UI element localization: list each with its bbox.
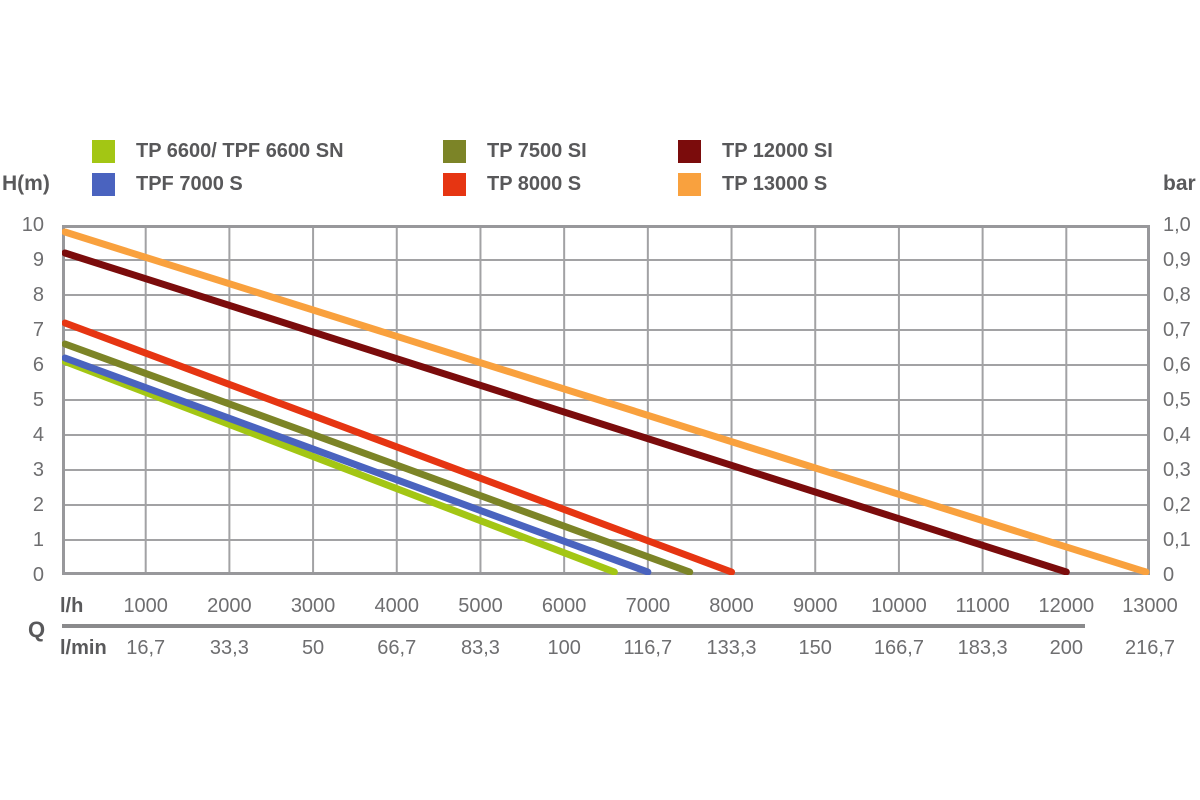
legend-item: TP 13000 S (678, 173, 827, 196)
legend-item: TP 12000 SI (678, 140, 833, 163)
legend-swatch-icon (678, 173, 701, 196)
x-tick-lh: 9000 (792, 595, 838, 617)
y-left-tick: 1 (32, 529, 44, 551)
y-left-tick: 7 (32, 319, 44, 341)
legend-label: TP 6600/ TPF 6600 SN (136, 140, 344, 162)
x-tick-lmin: 50 (301, 637, 325, 659)
y-left-tick: 8 (32, 284, 44, 306)
x-tick-lh: 12000 (1038, 595, 1095, 617)
x-tick-lmin: 150 (798, 637, 832, 659)
legend-swatch-icon (443, 140, 466, 163)
y-right-tick: 0,5 (1163, 389, 1191, 411)
y-right-tick: 0,9 (1163, 249, 1191, 271)
x-tick-lmin: 33,3 (209, 637, 249, 659)
x-tick-lh: 8000 (709, 595, 754, 617)
y-right-tick: 1,0 (1163, 214, 1191, 236)
legend-item: TPF 7000 S (92, 173, 243, 196)
x-tick-lh: 11000 (955, 595, 1010, 617)
x-tick-lh: 4000 (374, 595, 420, 617)
legend-item: TP 7500 SI (443, 140, 587, 163)
q-axis-line (62, 624, 1085, 628)
y-right-tick: 0,2 (1163, 494, 1191, 516)
x-tick-lh: 7000 (625, 595, 671, 617)
x-tick-lh: 13000 (1122, 595, 1178, 617)
x-tick-lh: 3000 (290, 595, 336, 617)
y-left-tick: 4 (32, 424, 44, 446)
y-left-tick: 5 (32, 389, 44, 411)
y-right-axis-label: bar (1163, 172, 1196, 195)
y-left-tick: 2 (32, 494, 44, 516)
y-left-tick: 9 (32, 249, 44, 271)
series-line-tpf-7000-s (62, 354, 652, 575)
x-tick-lh: 6000 (541, 595, 587, 617)
series-line-tp-12000-si (62, 249, 1070, 575)
y-left-tick: 6 (32, 354, 44, 376)
x-tick-lmin: 183,3 (957, 637, 1008, 659)
y-left-axis-label: H(m) (2, 172, 50, 195)
x-tick-lmin: 100 (547, 637, 581, 659)
legend-item: TP 8000 S (443, 173, 581, 196)
legend-label: TPF 7000 S (136, 173, 243, 195)
x-tick-lmin: 216,7 (1124, 637, 1176, 659)
x-tick-lmin: 83,3 (460, 637, 500, 659)
chart-plot-area (62, 225, 1150, 575)
y-right-tick: 0,1 (1163, 529, 1191, 551)
plot-border (62, 225, 1150, 575)
y-right-tick: 0,3 (1163, 459, 1191, 481)
y-left-tick: 10 (21, 214, 44, 236)
legend-swatch-icon (678, 140, 701, 163)
x-tick-lh: 1000 (123, 595, 168, 617)
lmin-unit-label: l/min (60, 637, 107, 659)
x-tick-lh: 10000 (871, 595, 927, 617)
legend-swatch-icon (92, 173, 115, 196)
y-left-tick: 0 (32, 564, 44, 586)
legend-item: TP 6600/ TPF 6600 SN (92, 140, 344, 163)
legend-label: TP 7500 SI (487, 140, 587, 162)
x-tick-lmin: 116,7 (623, 637, 673, 659)
legend-label: TP 12000 SI (722, 140, 833, 162)
legend-swatch-icon (92, 140, 115, 163)
y-right-tick: 0,6 (1163, 354, 1191, 376)
y-right-tick: 0,7 (1163, 319, 1191, 341)
legend-label: TP 8000 S (487, 173, 582, 195)
legend-label: TP 13000 S (722, 173, 828, 195)
x-tick-lmin: 200 (1049, 637, 1083, 659)
x-tick-lh: 2000 (207, 595, 252, 617)
x-tick-lmin: 16,7 (126, 637, 166, 659)
series-line-tp-6600-tpf-6600-sn (62, 358, 618, 575)
y-left-tick: 3 (32, 459, 44, 481)
x-tick-lmin: 66,7 (377, 637, 417, 659)
lh-unit-label: l/h (60, 595, 84, 617)
series-line-tp-8000-s (62, 319, 736, 575)
x-tick-lmin: 166,7 (873, 637, 924, 659)
x-tick-lh: 5000 (458, 595, 503, 617)
x-tick-lmin: 133,3 (706, 637, 757, 659)
y-right-tick: 0,8 (1163, 284, 1191, 306)
series-line-tp-7500-si (62, 340, 694, 575)
y-right-tick: 0 (1163, 564, 1175, 586)
legend-swatch-icon (443, 173, 466, 196)
series-line-tp-13000-s (62, 228, 1150, 575)
y-right-tick: 0,4 (1163, 424, 1191, 446)
q-axis-label: Q (28, 617, 46, 642)
